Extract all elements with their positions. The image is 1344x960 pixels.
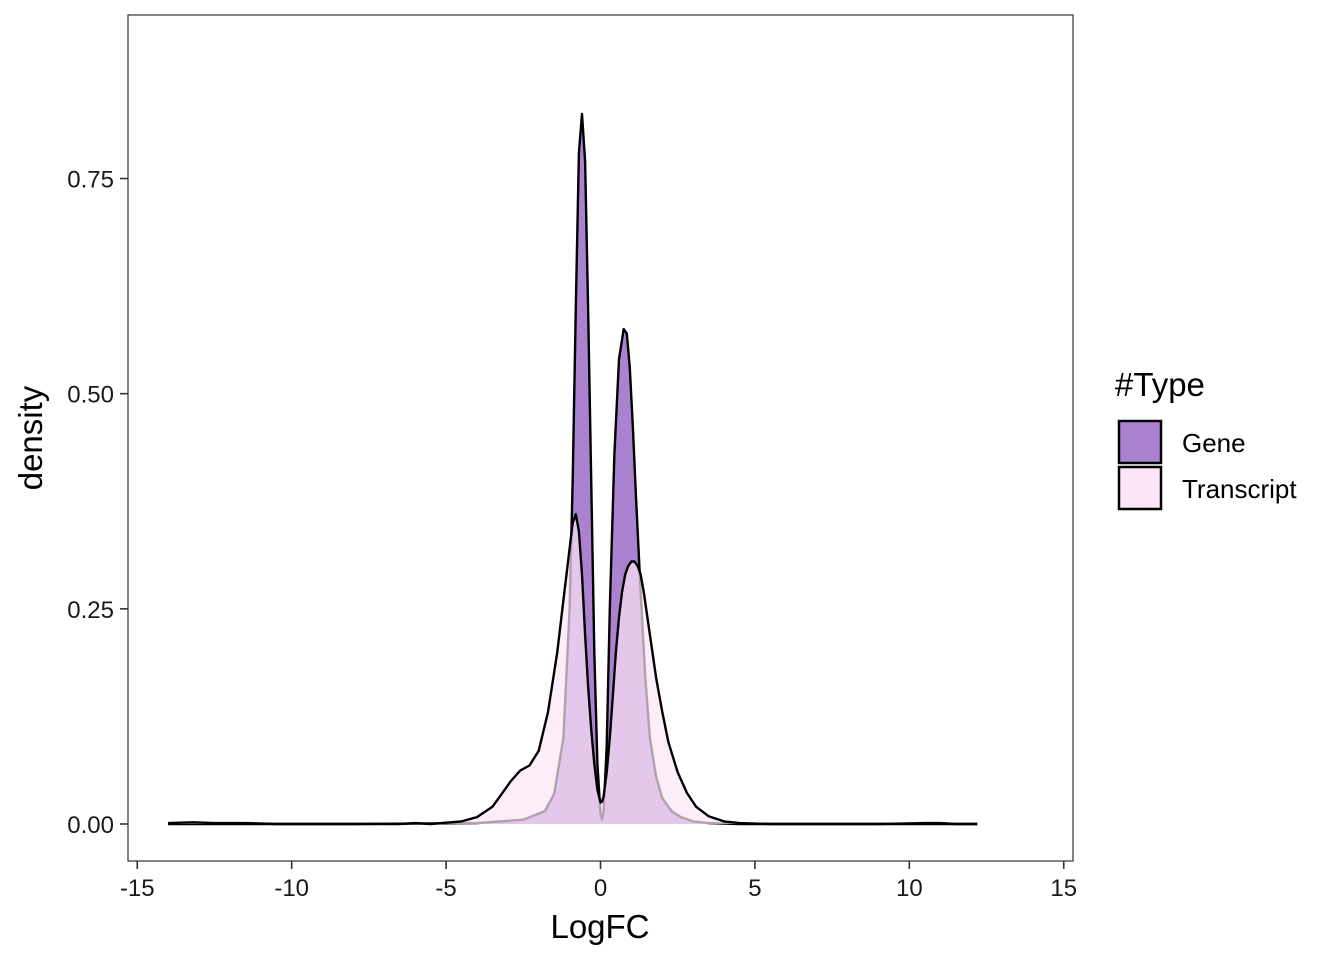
legend-label-transcript: Transcript xyxy=(1182,474,1297,504)
y-tick-label: 0.75 xyxy=(67,167,114,194)
x-tick-label: -10 xyxy=(274,875,309,902)
x-axis-title: LogFC xyxy=(550,908,649,945)
x-tick-label: 0 xyxy=(594,875,607,902)
x-tick-label: 15 xyxy=(1050,875,1077,902)
x-tick-label: -15 xyxy=(120,875,155,902)
y-axis: 0.00 0.25 0.50 0.75 xyxy=(67,167,128,839)
plot-panel xyxy=(128,15,1073,861)
density-line-transcript xyxy=(168,513,978,826)
y-axis-title: density xyxy=(12,385,49,490)
x-tick-label: 5 xyxy=(748,875,761,902)
x-tick-label: -5 xyxy=(435,875,456,902)
density-area-transcript xyxy=(168,514,978,824)
x-tick-label: 10 xyxy=(896,875,923,902)
x-axis: -15 -10 -5 0 5 10 15 xyxy=(120,861,1077,902)
legend-label-gene: Gene xyxy=(1182,428,1246,458)
legend: #Type Gene Transcript xyxy=(1115,366,1297,511)
legend-title: #Type xyxy=(1115,366,1205,403)
series-layer xyxy=(168,112,978,826)
y-tick-label: 0.00 xyxy=(67,812,114,839)
legend-item-transcript: Transcript xyxy=(1117,465,1297,511)
y-tick-label: 0.50 xyxy=(67,382,114,409)
y-tick-label: 0.25 xyxy=(67,597,114,624)
legend-key-gene xyxy=(1117,419,1163,465)
legend-key-transcript xyxy=(1117,465,1163,511)
legend-item-gene: Gene xyxy=(1117,419,1246,465)
